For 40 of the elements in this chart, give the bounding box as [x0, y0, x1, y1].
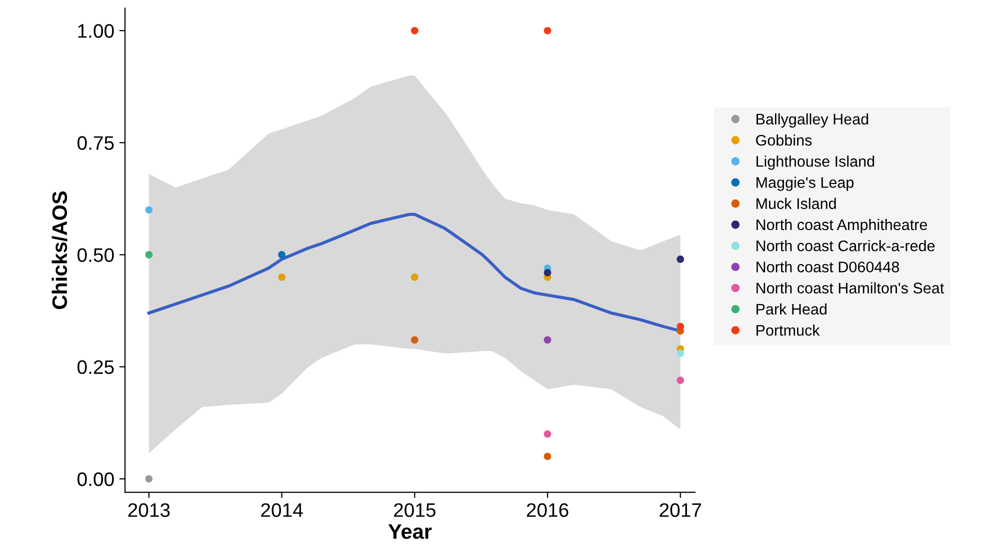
x-tick-label: 2017 — [660, 503, 702, 517]
point — [676, 322, 684, 330]
legend-label: Lighthouse Island — [756, 156, 874, 170]
point — [544, 268, 552, 276]
point — [278, 273, 286, 281]
legend-label: Maggie's Leap — [756, 176, 854, 191]
x-axis-title: Year — [388, 524, 432, 539]
legend-label: North coast Carrick-a-rede — [756, 240, 935, 252]
point — [145, 251, 153, 258]
y-tick-label: 0.00 — [78, 472, 114, 486]
legend-label: Ballygalley Head — [756, 113, 868, 128]
legend-label: Portmuck — [756, 324, 820, 336]
point — [544, 452, 552, 460]
point — [145, 206, 153, 214]
point — [544, 430, 552, 438]
legend-label: Muck Island — [756, 198, 836, 210]
x-tick-label: 2013 — [128, 503, 170, 517]
point — [145, 475, 153, 483]
x-tick-label: 2016 — [526, 503, 568, 517]
y-tick-label: 0.75 — [78, 136, 114, 150]
legend-label: North coast Amphitheatre — [756, 218, 927, 234]
legend-label: North coast D060448 — [756, 261, 899, 272]
point — [544, 26, 552, 34]
y-tick-label: 1.00 — [78, 24, 114, 38]
legend-label: Park Head — [756, 303, 826, 315]
point — [410, 336, 418, 344]
y-tick-label: 0.25 — [78, 360, 114, 374]
point — [278, 251, 286, 258]
legend-label: Gobbins — [756, 134, 812, 146]
x-tick-label: 2015 — [394, 503, 436, 517]
x-tick-label: 2014 — [261, 503, 303, 517]
legend-label: North coast Hamilton's Seat — [756, 282, 944, 294]
point — [676, 376, 684, 384]
point — [410, 26, 418, 34]
point — [676, 350, 684, 358]
point — [544, 336, 552, 344]
point — [676, 256, 684, 263]
y-tick-label: 0.50 — [78, 248, 114, 262]
y-axis-title: Chicks/AOS — [52, 191, 68, 310]
point — [410, 273, 418, 281]
